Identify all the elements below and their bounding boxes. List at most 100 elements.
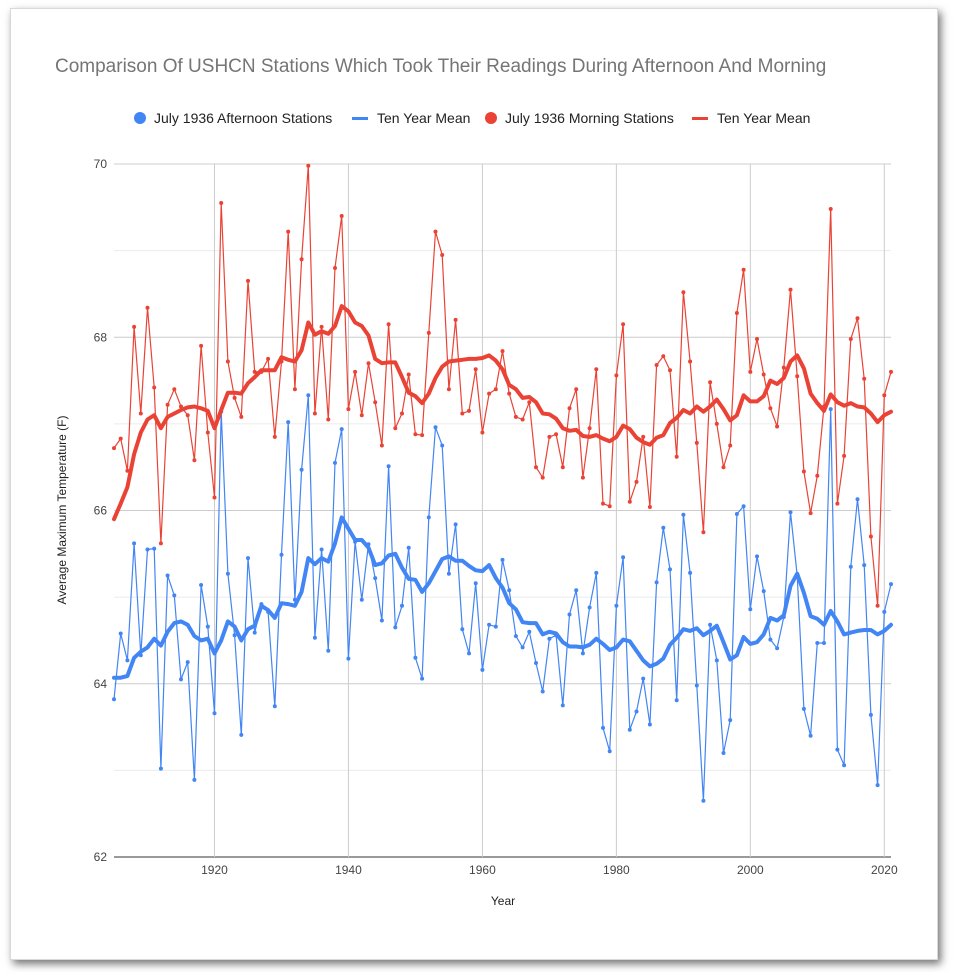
data-point (487, 622, 492, 627)
data-point (708, 622, 713, 627)
legend-label: Ten Year Mean (377, 110, 471, 126)
data-point (734, 512, 739, 516)
data-point (761, 372, 766, 377)
data-point (761, 589, 766, 594)
data-point (426, 330, 431, 335)
data-point (627, 499, 632, 504)
legend: July 1936 Afternoon Stations Ten Year Me… (0, 108, 955, 128)
data-point (547, 434, 552, 439)
data-point (708, 380, 713, 385)
legend-marker-line-icon (352, 116, 368, 120)
data-point (574, 588, 579, 593)
data-point (112, 697, 116, 702)
data-point (868, 534, 873, 539)
station-line (113, 165, 892, 607)
data-point (145, 547, 150, 552)
data-point (326, 648, 331, 653)
data-point (353, 369, 358, 374)
data-point (426, 515, 431, 520)
data-point (580, 651, 585, 656)
station-line (113, 394, 892, 802)
data-point (152, 385, 157, 390)
data-point (882, 393, 887, 398)
data-point (848, 337, 853, 341)
data-point (406, 372, 411, 377)
data-point (527, 629, 532, 634)
data-point (781, 365, 786, 370)
data-point (594, 367, 599, 372)
data-point (540, 689, 545, 694)
data-point (728, 443, 733, 448)
data-point (299, 257, 304, 262)
data-point (668, 567, 672, 572)
data-point (279, 552, 284, 557)
data-point (889, 582, 893, 587)
data-point (614, 373, 619, 378)
data-point (768, 406, 773, 411)
legend-item-morning-mean[interactable]: Ten Year Mean (692, 108, 810, 128)
data-point (319, 547, 324, 552)
data-point (393, 426, 398, 431)
data-point (601, 501, 605, 506)
data-point (540, 475, 545, 480)
data-point (386, 322, 391, 327)
x-tick-label: 2000 (737, 863, 764, 877)
data-point (266, 356, 271, 361)
data-point (661, 354, 666, 359)
data-point (158, 766, 163, 771)
data-point (125, 658, 130, 663)
data-point (580, 475, 585, 480)
data-point (212, 711, 217, 716)
data-point (379, 618, 384, 623)
data-point (547, 636, 552, 641)
data-point (681, 512, 686, 517)
legend-marker-line-icon (692, 116, 708, 120)
data-point (366, 361, 371, 366)
data-point (594, 570, 599, 575)
data-point (661, 525, 666, 530)
data-point (359, 597, 364, 602)
data-point (232, 395, 237, 400)
data-point (413, 655, 418, 660)
data-point (413, 432, 418, 437)
legend-item-afternoon-stations[interactable]: July 1936 Afternoon Stations (134, 108, 332, 128)
data-point (145, 305, 150, 310)
data-point (500, 557, 505, 562)
data-point (862, 376, 867, 381)
data-point (775, 424, 780, 429)
data-point (714, 658, 719, 663)
data-point (507, 588, 512, 593)
data-point (232, 633, 237, 638)
data-point (225, 359, 230, 364)
data-point (192, 777, 197, 782)
data-point (587, 605, 592, 610)
data-point (212, 495, 217, 500)
data-point (132, 324, 137, 329)
data-point (634, 709, 639, 714)
data-point (607, 504, 612, 509)
chart-card (10, 8, 938, 960)
data-point (493, 624, 498, 629)
data-point (192, 458, 197, 463)
data-point (721, 465, 726, 470)
data-point (748, 607, 753, 612)
data-point (252, 630, 257, 635)
data-point (433, 425, 438, 430)
data-point (386, 464, 391, 469)
data-point (520, 417, 525, 422)
data-point (138, 411, 143, 416)
data-point (889, 369, 893, 374)
data-point (453, 522, 458, 527)
data-point (400, 603, 404, 608)
data-point (312, 635, 317, 640)
data-point (272, 434, 277, 439)
legend-item-afternoon-mean[interactable]: Ten Year Mean (352, 108, 470, 128)
data-point (674, 454, 679, 459)
data-point (855, 497, 860, 502)
data-point (339, 427, 344, 432)
data-point (460, 411, 465, 416)
data-point (453, 317, 458, 322)
data-point (694, 683, 699, 688)
y-axis-label: Average Maximum Temperature (F) (55, 415, 69, 605)
legend-item-morning-stations[interactable]: July 1936 Morning Stations (485, 108, 674, 128)
